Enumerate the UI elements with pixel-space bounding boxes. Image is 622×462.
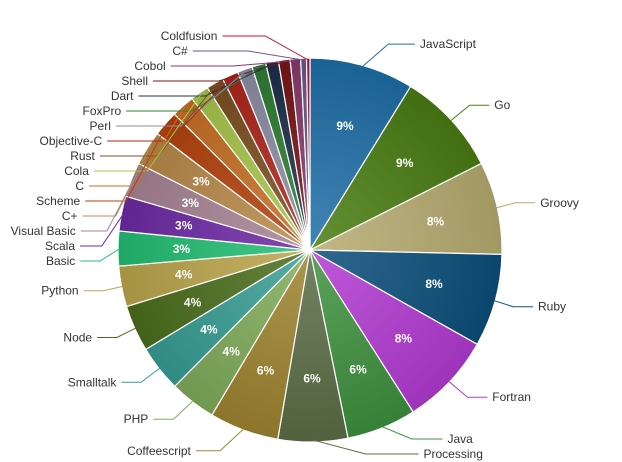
callout-label-coldfusion: Coldfusion <box>161 29 218 43</box>
callout-label-scheme: Scheme <box>36 194 80 208</box>
label-connectors <box>80 35 536 455</box>
percent-label-scala: 3% <box>175 219 193 233</box>
percent-label-groovy: 8% <box>427 215 445 229</box>
connector-ruby <box>493 299 533 308</box>
callout-label-foxpro: FoxPro <box>83 104 122 118</box>
callout-label-fortran: Fortran <box>492 390 531 404</box>
callout-label-groovy: Groovy <box>540 196 579 210</box>
percent-label-processing: 6% <box>303 372 321 386</box>
connector-basic <box>80 248 121 262</box>
callout-label-smalltalk: Smalltalk <box>68 375 118 389</box>
slice-coldfusion[interactable] <box>305 57 311 251</box>
callout-label-rust: Rust <box>70 149 95 163</box>
percent-label-smalltalk: 4% <box>200 323 218 337</box>
percent-label-node: 4% <box>184 296 202 310</box>
callout-label-c: C+ <box>62 209 78 223</box>
percent-label-python: 4% <box>175 268 193 282</box>
percent-label-c: 3% <box>192 175 210 189</box>
connector-c <box>89 107 185 187</box>
callout-label-c: C# <box>172 44 188 58</box>
callout-label-cobol: Cobol <box>134 59 165 73</box>
connector-javascript <box>361 43 415 68</box>
percent-label-java: 6% <box>349 362 367 376</box>
callout-label-visual-basic: Visual Basic <box>11 224 76 238</box>
connector-scheme <box>85 124 168 202</box>
callout-labels: JavaScript Go Groovy Ruby Fortran JavaProcess… <box>11 29 579 461</box>
slice-percent-labels: 9% 9% 8% 8% 8% 6% 6% 6% 4% 4% 4% 4% 3% 3% 3% 3% <box>173 119 445 385</box>
callout-label-perl: Perl <box>90 119 111 133</box>
callout-label-objective-c: Objective-C <box>40 134 103 148</box>
percent-label-php: 4% <box>223 345 241 359</box>
slices <box>117 57 503 443</box>
callout-label-javascript: JavaScript <box>420 37 477 51</box>
percent-label-javascript: 9% <box>336 119 354 133</box>
connector-php <box>153 399 195 420</box>
connector-objective-c <box>107 76 232 142</box>
callout-label-php: PHP <box>124 412 149 426</box>
callout-label-ruby: Ruby <box>538 300 566 314</box>
callout-label-cola: Cola <box>64 164 89 178</box>
slice-javascript[interactable] <box>309 57 412 253</box>
connector-c <box>82 148 150 217</box>
connector-groovy <box>495 202 536 209</box>
percent-label-fortran: 8% <box>395 332 413 346</box>
connector-fortran <box>447 380 488 398</box>
connector-c <box>192 50 304 61</box>
callout-label-c: C <box>75 179 84 193</box>
connector-cobol <box>170 60 296 67</box>
callout-label-coffeescript: Coffeescript <box>127 444 191 458</box>
percent-label-basic: 3% <box>173 242 191 256</box>
connector-coffeescript <box>195 427 245 452</box>
connector-java <box>380 425 443 440</box>
callout-label-processing: Processing <box>424 447 483 461</box>
callout-label-dart: Dart <box>111 89 134 103</box>
connector-cola <box>93 94 202 172</box>
connector-python <box>83 285 124 292</box>
callout-label-go: Go <box>494 98 510 112</box>
connector-scala <box>80 213 124 247</box>
percent-label-go: 9% <box>396 156 414 170</box>
connector-coldfusion <box>222 35 309 61</box>
connector-smalltalk <box>121 367 162 383</box>
percent-label-coffeescript: 6% <box>257 364 275 378</box>
callout-label-shell: Shell <box>121 74 148 88</box>
connector-foxpro <box>126 66 260 112</box>
percent-label-visual-basic: 3% <box>182 196 200 210</box>
connector-dart <box>138 63 273 97</box>
callout-label-scala: Scala <box>45 239 75 253</box>
callout-label-node: Node <box>63 331 92 345</box>
connector-visual-basic <box>80 180 134 232</box>
callout-label-python: Python <box>41 284 78 298</box>
callout-label-java: Java <box>448 432 474 446</box>
connector-perl <box>115 70 246 127</box>
percent-label-ruby: 8% <box>425 277 443 291</box>
connector-node <box>97 327 137 338</box>
connector-processing <box>312 439 419 455</box>
callout-label-basic: Basic <box>46 254 75 268</box>
connector-go <box>449 104 490 122</box>
